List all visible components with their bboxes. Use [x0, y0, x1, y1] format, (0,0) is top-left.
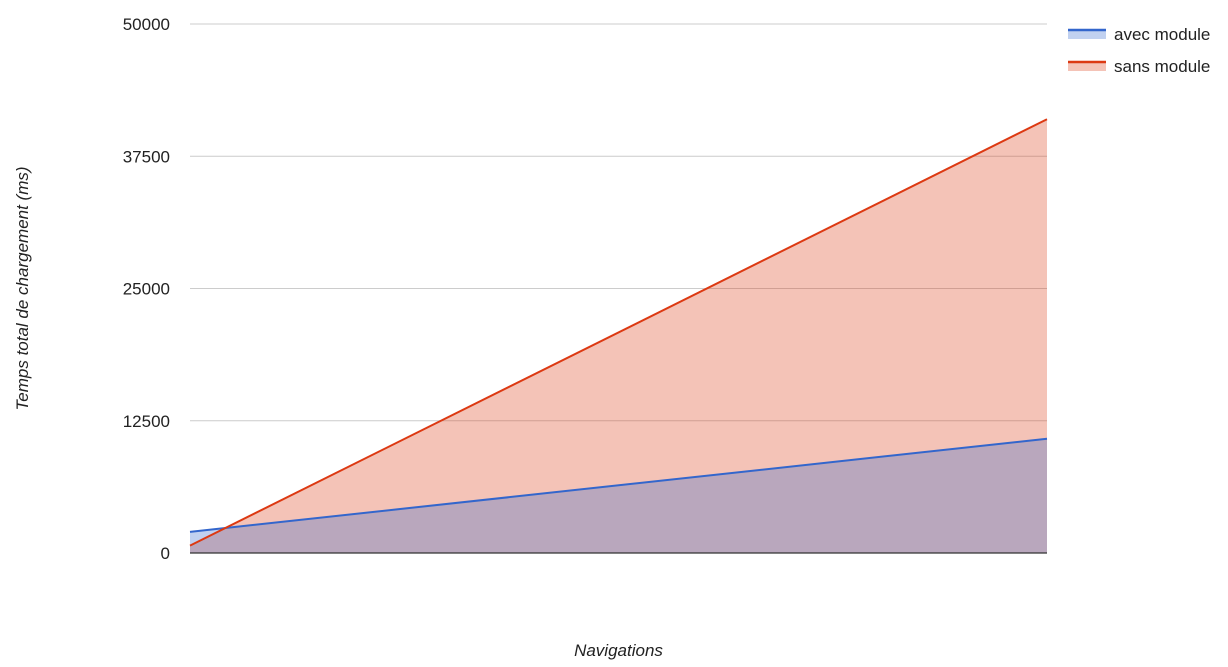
y-axis-label: Temps total de chargement (ms) — [13, 166, 32, 410]
legend-swatch-fill — [1068, 29, 1106, 39]
series-area-2 — [190, 119, 1047, 553]
series-area-1 — [190, 438, 1047, 553]
y-tick-label: 50000 — [123, 15, 170, 34]
y-tick-label: 12500 — [123, 412, 170, 431]
y-tick-label: 0 — [161, 544, 170, 563]
series-line-1 — [189, 437, 1048, 533]
legend-item-1: avec module — [1068, 25, 1210, 44]
y-axis-tick-labels: 0 12500 25000 37500 50000 — [123, 15, 170, 563]
legend-label: sans module — [1114, 57, 1210, 76]
legend-item-2: sans module — [1068, 57, 1210, 76]
legend-label: avec module — [1114, 25, 1210, 44]
y-tick-label: 37500 — [123, 147, 170, 166]
series-areas — [190, 119, 1047, 553]
grid-lines — [190, 23, 1047, 422]
series-lines — [189, 118, 1048, 547]
legend-swatch-fill — [1068, 61, 1106, 71]
x-axis-label: Navigations — [574, 641, 663, 660]
legend: avec module sans module — [1068, 25, 1210, 76]
series-line-2 — [189, 118, 1048, 547]
y-tick-label: 25000 — [123, 280, 170, 299]
